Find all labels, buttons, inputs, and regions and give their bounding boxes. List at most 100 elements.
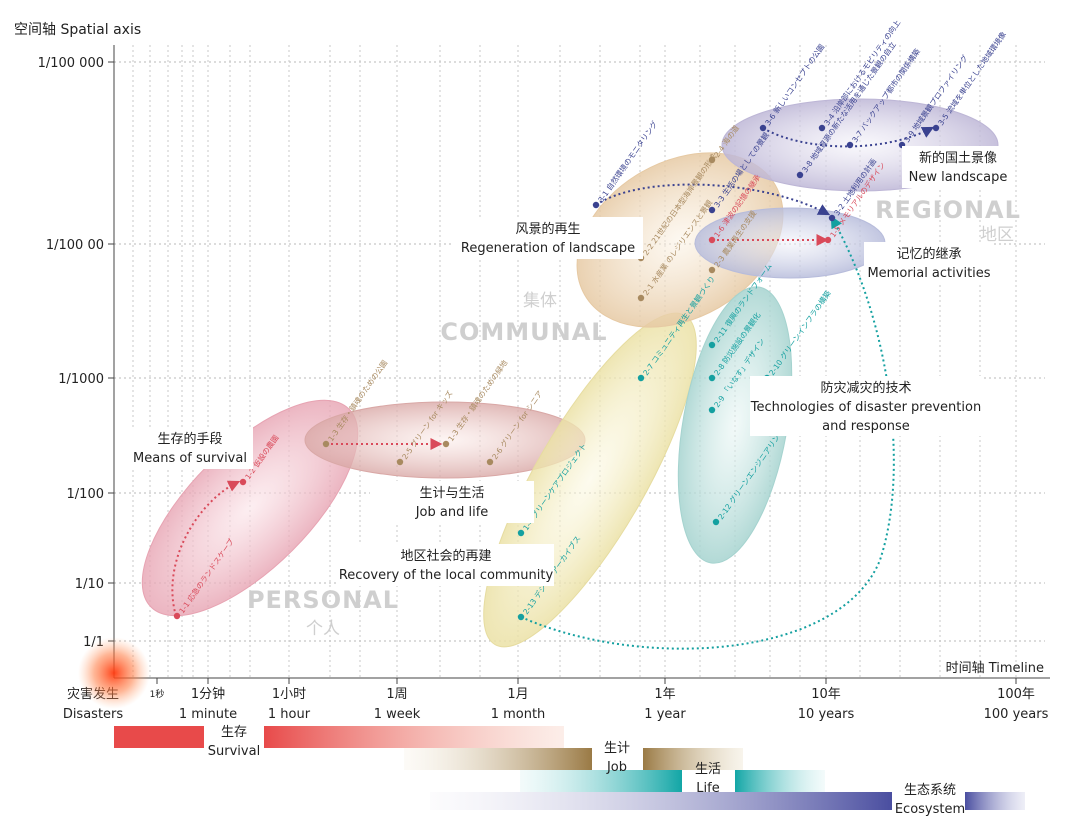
project-dot: [708, 341, 716, 349]
project-dot: [824, 236, 832, 244]
y-axis-title: 空间轴 Spatial axis: [14, 22, 141, 38]
annotation-cn: 地区社会的再建: [400, 548, 491, 564]
x-tick-label-cn: 100年: [997, 687, 1035, 702]
phase-eco-en: Ecosystem: [895, 802, 965, 817]
phase-survival-en: Survival: [208, 744, 260, 759]
phase-bar-eco-b: [965, 792, 1025, 810]
x-tick-label-en: 1 year: [644, 707, 686, 722]
annotation-box: [338, 544, 554, 586]
project-dot: [396, 458, 404, 466]
arrows: [171, 126, 935, 650]
project-dot: [517, 529, 525, 537]
phase-bars: 生存 Survival 生计 Job 生活 Life 生态系统 Ecosyste…: [114, 725, 1025, 817]
phase-life-cn: 生活: [695, 762, 721, 777]
phase-job-en: Job: [606, 760, 627, 775]
ellipse-landscape: [576, 152, 784, 328]
y-tick-label: 1/1000: [58, 372, 104, 387]
y-tick-label: 1/100: [67, 487, 104, 502]
scale-communal: COMMUNAL: [440, 318, 607, 346]
arrow-community-tech: [520, 215, 895, 650]
annotation-box: [864, 242, 994, 284]
project-dot: [708, 266, 716, 274]
annotation-cn: 记忆的继承: [896, 246, 961, 262]
annotation-en: Means of survival: [133, 451, 247, 466]
y-tick-label: 1/100 00: [46, 238, 104, 253]
phase-bar-survival-b: [264, 726, 564, 748]
scale-personal: PERSONAL: [247, 586, 399, 614]
x-tick-label-en: 1 hour: [268, 707, 311, 722]
annotation-box: [750, 376, 982, 436]
x-tick-label-en: 100 years: [984, 707, 1049, 722]
phase-survival-cn: 生存: [221, 725, 247, 740]
phase-bar-life-b: [735, 770, 825, 792]
y-tick-label: 1/100 000: [38, 56, 104, 71]
x-tick-label-cn: 1月: [507, 687, 528, 702]
annotation-cn: 生存的手段: [157, 431, 222, 447]
x-tick-label-en: 1 month: [491, 707, 546, 722]
x-tick-label-cn: 1秒: [150, 688, 165, 700]
phase-bar-job-b: [643, 748, 743, 770]
project-dot: [708, 156, 716, 164]
project-dot: [708, 406, 716, 414]
project-dot: [708, 206, 716, 214]
phase-job-cn: 生计: [604, 741, 630, 756]
annotation-en: Job and life: [415, 505, 489, 520]
arrow-regional-2: [762, 126, 935, 148]
project-dot: [486, 458, 494, 466]
scale-personal-cn: 个人: [306, 619, 340, 639]
project-dot: [846, 141, 854, 149]
project-dot: [932, 124, 940, 132]
scale-communal-cn: 集体: [523, 291, 557, 311]
annotation-cn: 新的国土景像: [919, 150, 997, 166]
scale-regional: REGIONAL: [875, 196, 1021, 224]
project-dot: [173, 612, 181, 620]
x-axis-title: 时间轴 Timeline: [946, 661, 1044, 676]
project-dot: [239, 478, 247, 486]
scale-regional-cn: 地区: [980, 225, 1014, 245]
project-dot: [517, 613, 525, 621]
x-tick-label-cn: 1小时: [272, 687, 306, 702]
phase-bar-job-a: [404, 748, 592, 770]
annotation-en: Recovery of the local community: [339, 568, 554, 583]
x-tick-label-cn: 1年: [654, 687, 675, 702]
project-dot: [708, 374, 716, 382]
project-dot: [322, 440, 330, 448]
x-tick-label-cn: 1周: [386, 687, 407, 702]
project-dot: [442, 440, 450, 448]
project-dot: [592, 201, 600, 209]
phase-bar-survival-a: [114, 726, 204, 748]
project-dot: [828, 214, 836, 222]
annotation-en2: and response: [822, 419, 910, 434]
phase-eco-cn: 生态系统: [904, 783, 956, 798]
ellipses: [141, 98, 999, 648]
project-dot: [637, 374, 645, 382]
annotation-cn: 防灾减灾的技术: [820, 380, 911, 396]
phase-bar-life-a: [520, 770, 682, 792]
project-dot: [637, 294, 645, 302]
scale-labels: PERSONAL 个人 COMMUNAL 集体 REGIONAL 地区: [247, 196, 1021, 639]
x-tick-label-cn: 10年: [811, 687, 841, 702]
annotation-cn: 生计与生活: [419, 486, 484, 501]
project-dot: [708, 236, 716, 244]
arrow-survival: [171, 480, 241, 617]
arrow-regional-1: [595, 183, 831, 216]
annotation-box: [453, 217, 643, 259]
annotations: 生存的手段 Means of survival 生计与生活 Job and life 地…: [127, 146, 1014, 586]
x-tick-label-en: Disasters: [63, 707, 124, 722]
project-dot: [712, 518, 720, 526]
annotation-box: [902, 146, 1014, 188]
annotation-box: [127, 427, 253, 469]
project-dot: [818, 124, 826, 132]
project-dot: [796, 171, 804, 179]
x-tick-label-en: 1 week: [374, 707, 421, 722]
annotation-box: [370, 481, 534, 523]
phase-bar-eco-a: [430, 792, 892, 810]
y-tick-label: 1/10: [75, 577, 104, 592]
x-tick-label-cn: 1分钟: [191, 686, 225, 702]
disaster-burst: [78, 637, 150, 709]
annotation-en: Technologies of disaster prevention: [750, 400, 981, 415]
x-tick-label-en: 10 years: [798, 707, 855, 722]
